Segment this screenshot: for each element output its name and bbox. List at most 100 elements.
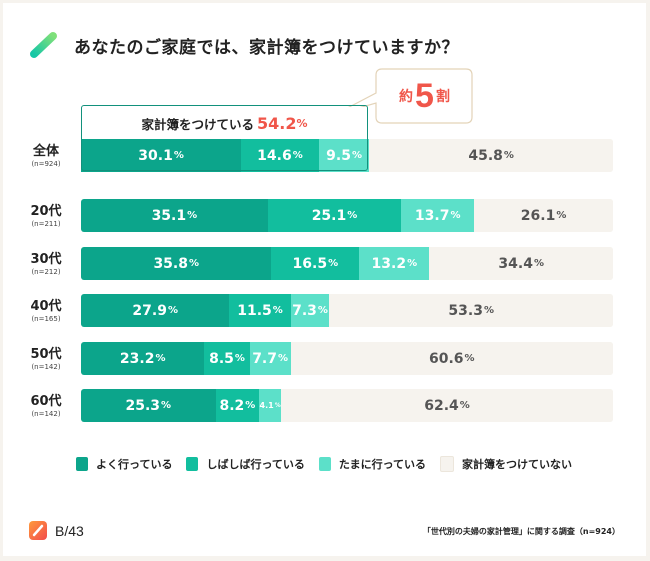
bar-segment-often: 25.3% <box>81 389 216 422</box>
source-note: 「世代別の夫婦の家計管理」に関する調査（n=924） <box>422 527 620 536</box>
legend-swatch <box>318 457 331 471</box>
bar-segment-occasionally: 4.1% <box>259 389 282 422</box>
data-label-unit: % <box>351 150 362 161</box>
chart-title-row: あなたのご家庭では、家計簿をつけていますか？ <box>26 30 459 60</box>
data-label: 16.5 <box>292 255 328 272</box>
sample-size-label: (n=165) <box>31 315 61 323</box>
highlight-unit: % <box>296 116 308 130</box>
bar-segment-sometimes: 14.6% <box>241 139 319 172</box>
highlight-value: 54.2 <box>257 113 297 133</box>
data-label-unit: % <box>533 258 544 269</box>
legend-label: しばしば行っている <box>206 458 305 471</box>
data-label: 9.5 <box>326 147 351 164</box>
row-label: 全体 (n=924) <box>20 144 72 169</box>
data-label: 62.4 <box>424 397 459 414</box>
highlight-label: 家計簿をつけている 54.2 % <box>82 107 367 139</box>
data-label-unit: % <box>245 400 256 411</box>
legend-swatch <box>440 456 455 472</box>
bar-segment-often: 30.1% <box>81 139 242 172</box>
category-label: 20代 <box>30 204 62 219</box>
data-label-unit: % <box>407 258 418 269</box>
legend-item: たまに行っている <box>318 456 427 472</box>
bar-segment-none: 62.4% <box>281 389 613 422</box>
data-label-unit: % <box>556 210 567 221</box>
legend-item: よく行っている <box>76 456 172 472</box>
legend-label: 家計簿をつけていない <box>462 458 573 471</box>
data-label: 60.6 <box>429 350 464 367</box>
data-label-unit: % <box>173 150 184 161</box>
legend-item: 家計簿をつけていない <box>440 456 572 472</box>
category-label: 30代 <box>30 252 62 267</box>
bar-row: 23.2% 8.5% 7.7% 60.6% <box>81 342 613 375</box>
category-label: 全体 <box>32 144 59 159</box>
bar-segment-occasionally: 7.7% <box>249 342 291 375</box>
legend-swatch <box>76 457 88 471</box>
data-label: 7.3 <box>292 302 317 319</box>
bar-segment-none: 60.6% <box>290 342 613 375</box>
data-label-unit: % <box>167 305 178 316</box>
category-label: 40代 <box>30 299 62 314</box>
data-label-unit: % <box>274 402 281 409</box>
row-label: 30代 (n=212) <box>20 252 72 277</box>
bar-segment-occasionally: 13.7% <box>401 199 475 232</box>
row-label: 50代 (n=142) <box>20 347 72 372</box>
bar-segment-occasionally: 9.5% <box>318 139 370 172</box>
legend-swatch <box>186 457 199 471</box>
data-label-unit: % <box>317 305 328 316</box>
callout-suffix: 割 <box>435 89 450 105</box>
data-label-unit: % <box>278 353 289 364</box>
bar-segment-often: 35.8% <box>81 247 272 280</box>
data-label: 45.8 <box>468 147 503 164</box>
row-label: 20代 (n=211) <box>20 204 72 229</box>
data-label-unit: % <box>503 150 514 161</box>
bar-segment-sometimes: 8.2% <box>215 389 260 422</box>
row-label: 60代 (n=142) <box>20 394 72 419</box>
callout-number: 5 <box>415 76 434 115</box>
data-label-unit: % <box>155 353 166 364</box>
bar-segment-often: 27.9% <box>81 294 230 327</box>
bar-row: 27.9% 11.5% 7.3% 53.3% <box>81 294 613 327</box>
bar-segment-sometimes: 25.1% <box>267 199 402 232</box>
data-label-unit: % <box>464 353 475 364</box>
bar-segment-often: 23.2% <box>81 342 205 375</box>
sample-size-label: (n=212) <box>31 268 61 276</box>
legend-item: しばしば行っている <box>186 456 305 472</box>
bar-segment-occasionally: 7.3% <box>290 294 330 327</box>
data-label: 25.3 <box>125 397 161 414</box>
data-label-unit: % <box>459 400 470 411</box>
bar-row: 30.1% 14.6% 9.5% 45.8% <box>81 139 613 172</box>
logo-text: B/43 <box>55 522 84 539</box>
data-label: 7.7 <box>252 350 277 367</box>
data-label: 35.8 <box>153 255 188 272</box>
bar-segment-sometimes: 11.5% <box>229 294 291 327</box>
bar-segment-none: 34.4% <box>429 247 613 280</box>
data-label: 13.2 <box>371 255 407 272</box>
data-label-unit: % <box>292 150 303 161</box>
bar-segment-none: 53.3% <box>329 294 613 327</box>
bar-row: 35.8% 16.5% 13.2% 34.4% <box>81 247 613 280</box>
category-label: 50代 <box>30 347 62 362</box>
data-label: 8.2 <box>219 397 245 414</box>
highlight-text: 家計簿をつけている <box>141 116 254 132</box>
data-label-unit: % <box>483 305 494 316</box>
sample-size-label: (n=211) <box>31 220 61 228</box>
sample-size-label: (n=142) <box>31 410 61 418</box>
data-label: 35.1 <box>151 207 187 224</box>
data-label: 11.5 <box>237 302 272 319</box>
row-label: 40代 (n=165) <box>20 299 72 324</box>
bar-segment-occasionally: 13.2% <box>359 247 430 280</box>
legend-label: たまに行っている <box>338 458 427 471</box>
data-label-unit: % <box>347 210 358 221</box>
logo-icon <box>29 521 47 540</box>
legend-label: よく行っている <box>96 458 173 471</box>
brand-logo: B/43 <box>29 521 84 540</box>
data-label: 13.7 <box>414 207 450 224</box>
data-label-unit: % <box>161 400 172 411</box>
bar-segment-sometimes: 16.5% <box>271 247 360 280</box>
chart-legend: よく行っている しばしば行っている たまに行っている 家計簿をつけていない <box>76 456 586 472</box>
bar-segment-none: 26.1% <box>474 199 613 232</box>
data-label-unit: % <box>188 258 200 269</box>
callout-bubble <box>333 68 473 124</box>
sample-size-label: (n=142) <box>31 363 61 371</box>
sample-size-label: (n=924) <box>31 160 61 168</box>
